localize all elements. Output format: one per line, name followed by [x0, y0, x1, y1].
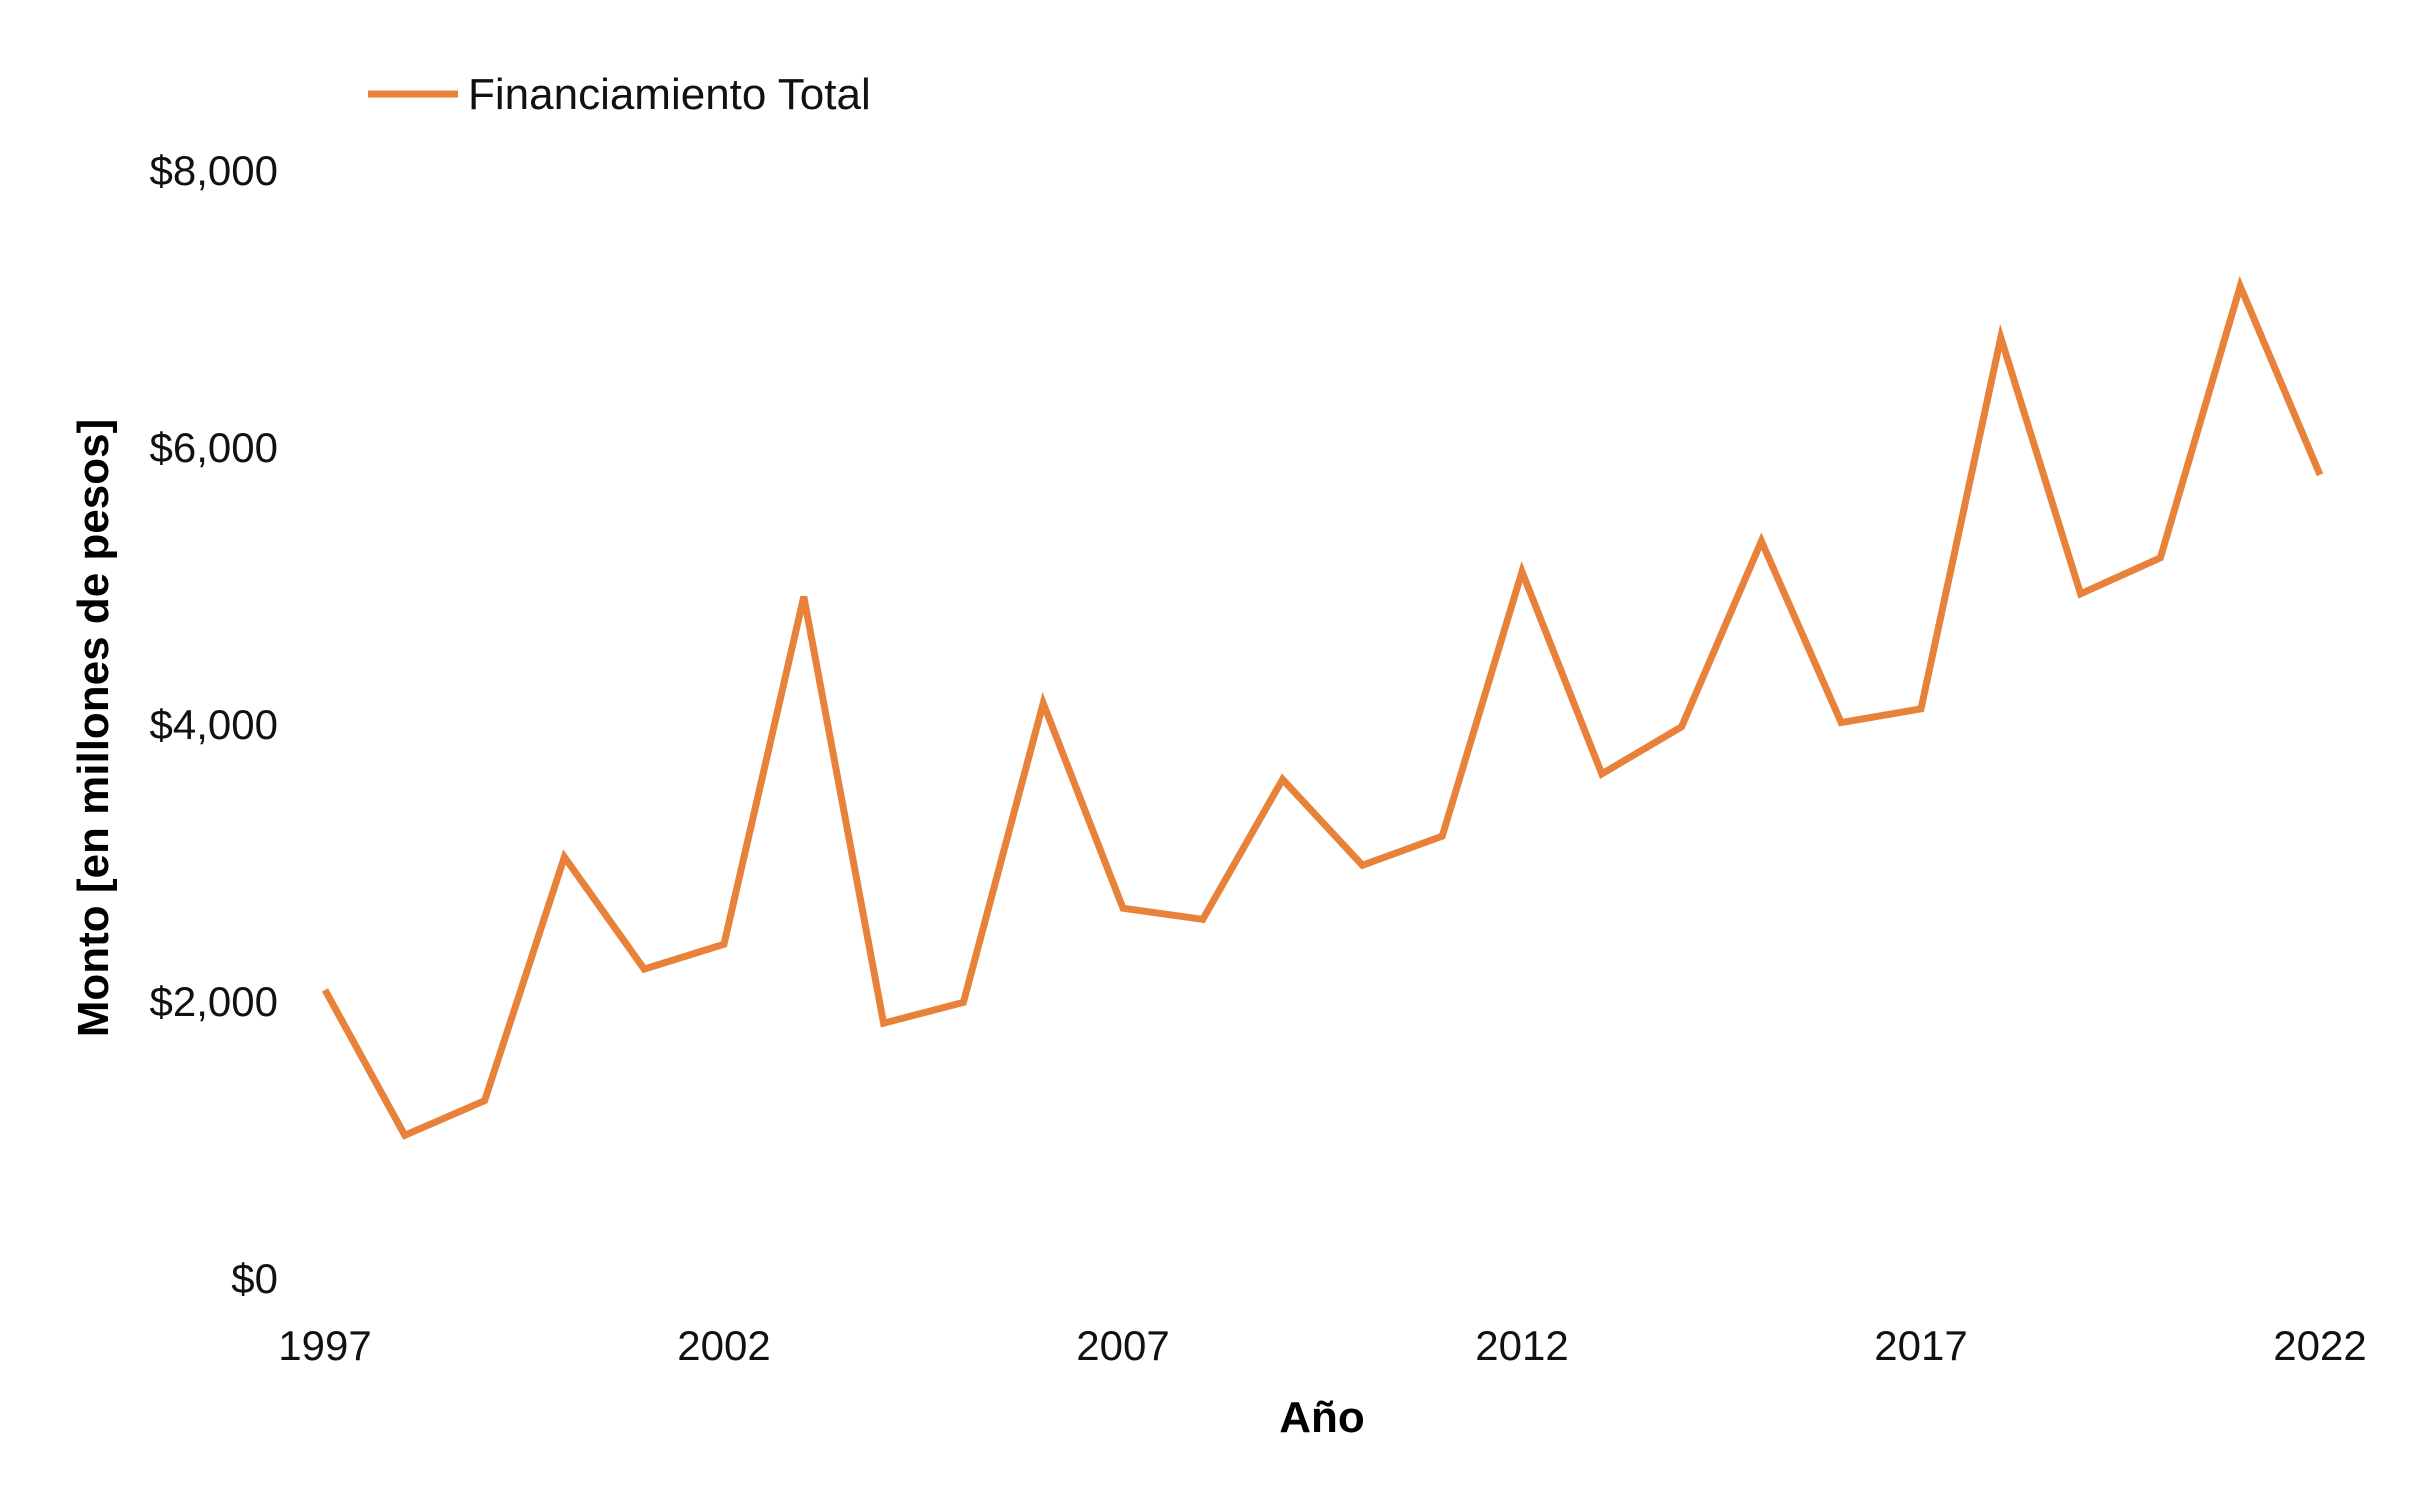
y-tick-label: $4,000 — [150, 701, 278, 748]
y-tick-label: $6,000 — [150, 424, 278, 471]
x-tick-label: 2012 — [1475, 1322, 1568, 1369]
y-axis-ticks: $0 $2,000 $4,000 $6,000 $8,000 — [150, 147, 278, 1302]
legend: Financiamiento Total — [368, 70, 871, 119]
x-tick-label: 2002 — [677, 1322, 770, 1369]
x-tick-label: 1997 — [278, 1322, 371, 1369]
x-axis-title: Año — [1279, 1393, 1365, 1442]
legend-label: Financiamiento Total — [468, 70, 871, 119]
y-axis-title: Monto [en millones de pesos] — [69, 419, 118, 1038]
x-axis-ticks: 1997 2002 2007 2012 2017 2022 — [278, 1322, 2366, 1369]
series-line — [321, 275, 2324, 1140]
x-tick-label: 2017 — [1874, 1322, 1967, 1369]
x-tick-label: 2007 — [1076, 1322, 1169, 1369]
y-tick-label: $8,000 — [150, 147, 278, 194]
y-tick-label: $0 — [231, 1255, 278, 1302]
series-layer — [321, 275, 2324, 1140]
x-tick-label: 2022 — [2273, 1322, 2366, 1369]
y-tick-label: $2,000 — [150, 978, 278, 1025]
